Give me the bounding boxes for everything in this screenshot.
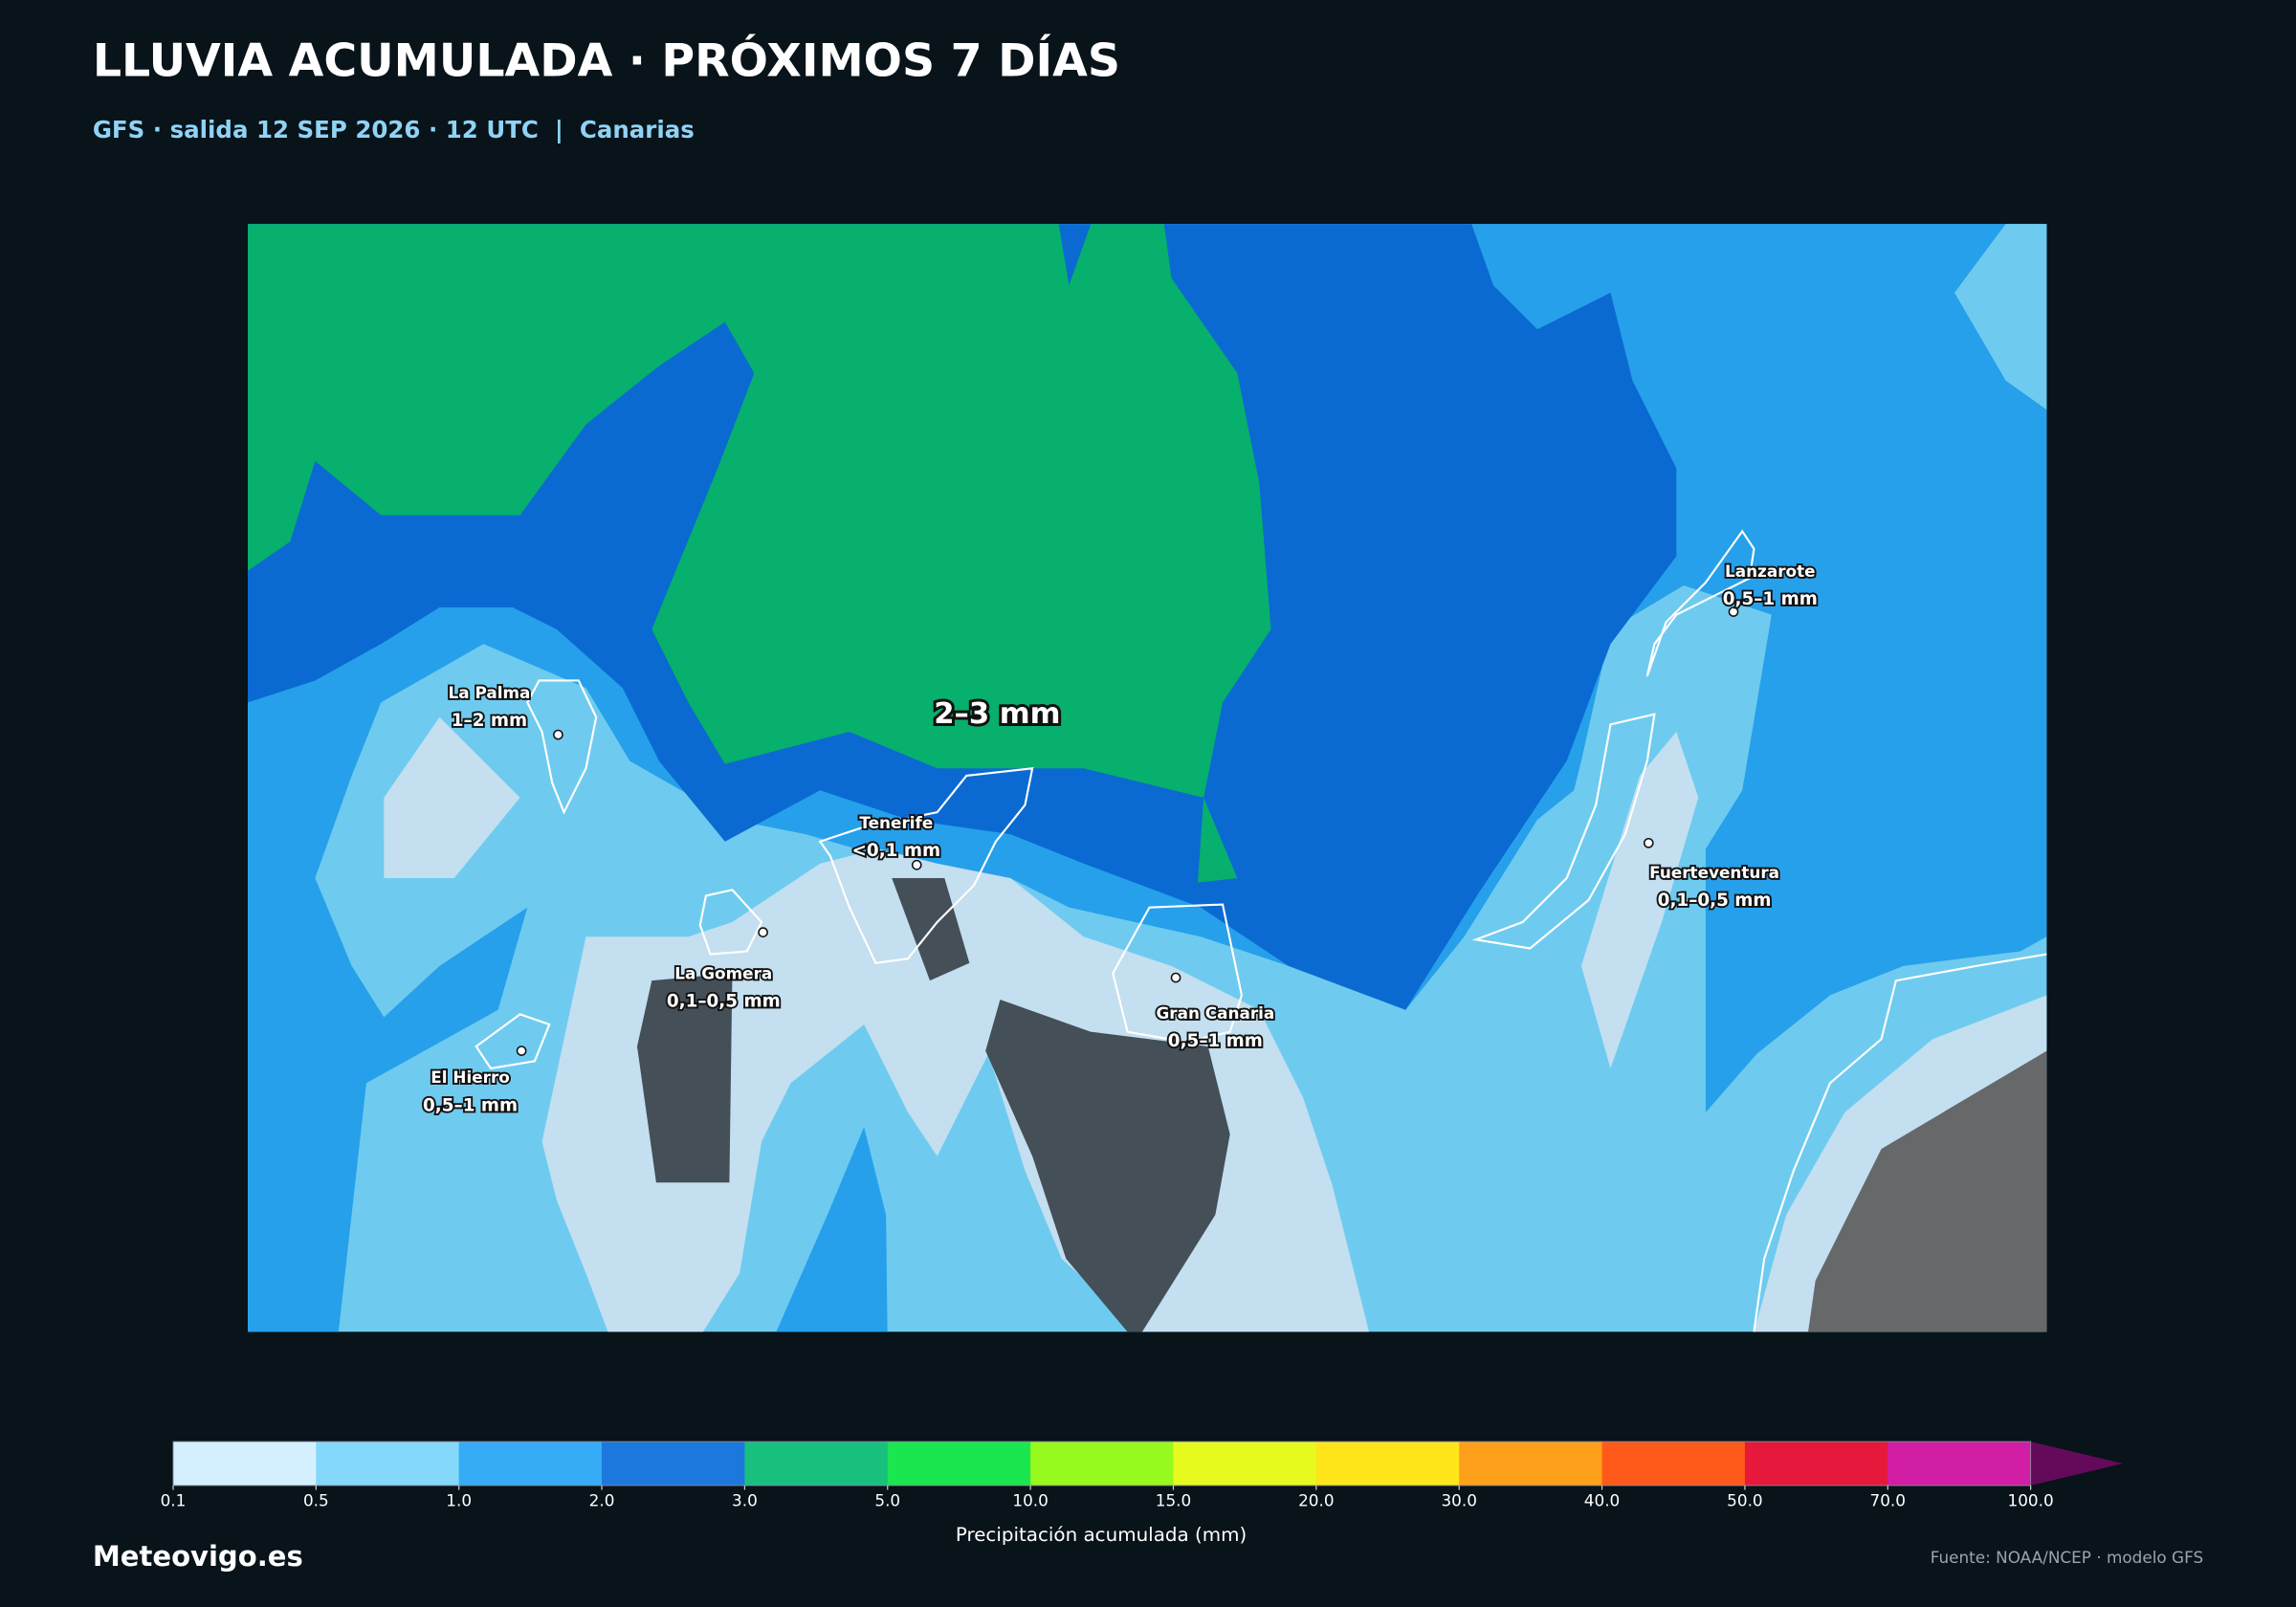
place-name: La Palma (449, 683, 531, 702)
colorbar-tick-label: 40.0 (1584, 1490, 1620, 1509)
colorbar-tick-label: 10.0 (1012, 1490, 1048, 1509)
coastline (818, 767, 1034, 964)
field-light-blue (1954, 224, 2047, 410)
field-pale (384, 716, 520, 879)
colorbar-tick-label: 20.0 (1298, 1490, 1334, 1509)
colorbar-tick-label: 1.0 (446, 1490, 472, 1509)
place-dot (516, 1046, 527, 1056)
place-value: 1–2 mm (452, 711, 527, 731)
place-name: Fuerteventura (1649, 863, 1779, 882)
colorbar-tick-label: 50.0 (1727, 1490, 1762, 1509)
coastline (526, 679, 598, 815)
colorbar-tick-label: 70.0 (1870, 1490, 1906, 1509)
colorbar-tick-label: 100.0 (2008, 1490, 2054, 1509)
colorbar-tick-label: 15.0 (1156, 1490, 1191, 1509)
coastline (1112, 903, 1244, 1044)
colorbar-segment (172, 1442, 318, 1486)
coastline (1471, 713, 1656, 950)
colorbar-segment (458, 1442, 603, 1486)
brand: Meteovigo.es (93, 1540, 303, 1573)
field-mid-blue (776, 1127, 888, 1332)
colorbar-tick-label: 30.0 (1441, 1490, 1476, 1509)
place-name: El Hierro (430, 1068, 510, 1087)
source: Fuente: NOAA/NCEP · modelo GFS (1931, 1548, 2203, 1567)
place-name: Lanzarote (1725, 561, 1816, 581)
field-dark-gray (637, 973, 733, 1183)
colorbar-segment (602, 1442, 746, 1486)
colorbar-segment (1888, 1442, 2032, 1486)
colorbar-segment (1315, 1442, 1460, 1486)
colorbar-extension (2030, 1442, 2124, 1486)
colorbar-tick-label: 0.5 (303, 1490, 329, 1509)
coastline (475, 1013, 551, 1070)
map: 2–3 mm La Palma 1–2 mm Tenerife <0,1 mm … (248, 224, 2047, 1332)
place-dot (1170, 972, 1181, 983)
field-dark-gray (985, 1000, 1230, 1332)
field-gray (1808, 1050, 2047, 1332)
colorbar-tick-label: 3.0 (732, 1490, 758, 1509)
place-value: <0,1 mm (852, 841, 941, 861)
place-dot (1728, 606, 1739, 617)
field-pale (1580, 732, 1699, 1068)
coastline (698, 889, 763, 956)
place-value: 0,1–0,5 mm (667, 992, 781, 1012)
title: LLUVIA ACUMULADA · PRÓXIMOS 7 DÍAS (93, 33, 1120, 88)
field-green (248, 224, 1271, 798)
colorbar-segment (1601, 1442, 1746, 1486)
colorbar-segment (1173, 1442, 1317, 1486)
place-dot (553, 729, 563, 740)
place-value: 0,5–1 mm (423, 1095, 518, 1115)
field-light-blue (1288, 760, 1611, 1203)
map-annotation: 2–3 mm (934, 697, 1060, 731)
place-value: 0,5–1 mm (1168, 1031, 1263, 1051)
subtitle: GFS · salida 12 SEP 2026 · 12 UTC | Cana… (93, 116, 695, 143)
colorbar-label: Precipitación acumulada (mm) (956, 1524, 1247, 1546)
place-name: Tenerife (859, 813, 933, 832)
colorbar-frame (172, 1441, 2032, 1486)
colorbar-tick-label: 2.0 (589, 1490, 615, 1509)
place-name: La Gomera (674, 964, 772, 983)
coastline (1753, 953, 2047, 1332)
colorbar-segment (1459, 1442, 1603, 1486)
colorbar-segment (1030, 1442, 1175, 1486)
coastline (1645, 529, 1755, 677)
colorbar-segment (887, 1442, 1031, 1486)
place-value: 0,1–0,5 mm (1658, 891, 1772, 911)
place-dot (758, 927, 768, 937)
colorbar: 0.1 0.5 1.0 2.0 3.0 5.0 10.0 15.0 20.0 30.0 40.0 50… (161, 1441, 2124, 1509)
place-dot (911, 859, 922, 870)
place-name: Gran Canaria (1156, 1003, 1274, 1023)
colorbar-segment (744, 1442, 889, 1486)
colorbar-segment (316, 1442, 460, 1486)
field-green (1198, 797, 1238, 883)
colorbar-tick-label: 0.1 (161, 1490, 187, 1509)
place-value: 0,5–1 mm (1723, 589, 1818, 609)
colorbar-tick-label: 5.0 (874, 1490, 900, 1509)
place-dot (1643, 837, 1654, 848)
colorbar-segment (1744, 1442, 1889, 1486)
